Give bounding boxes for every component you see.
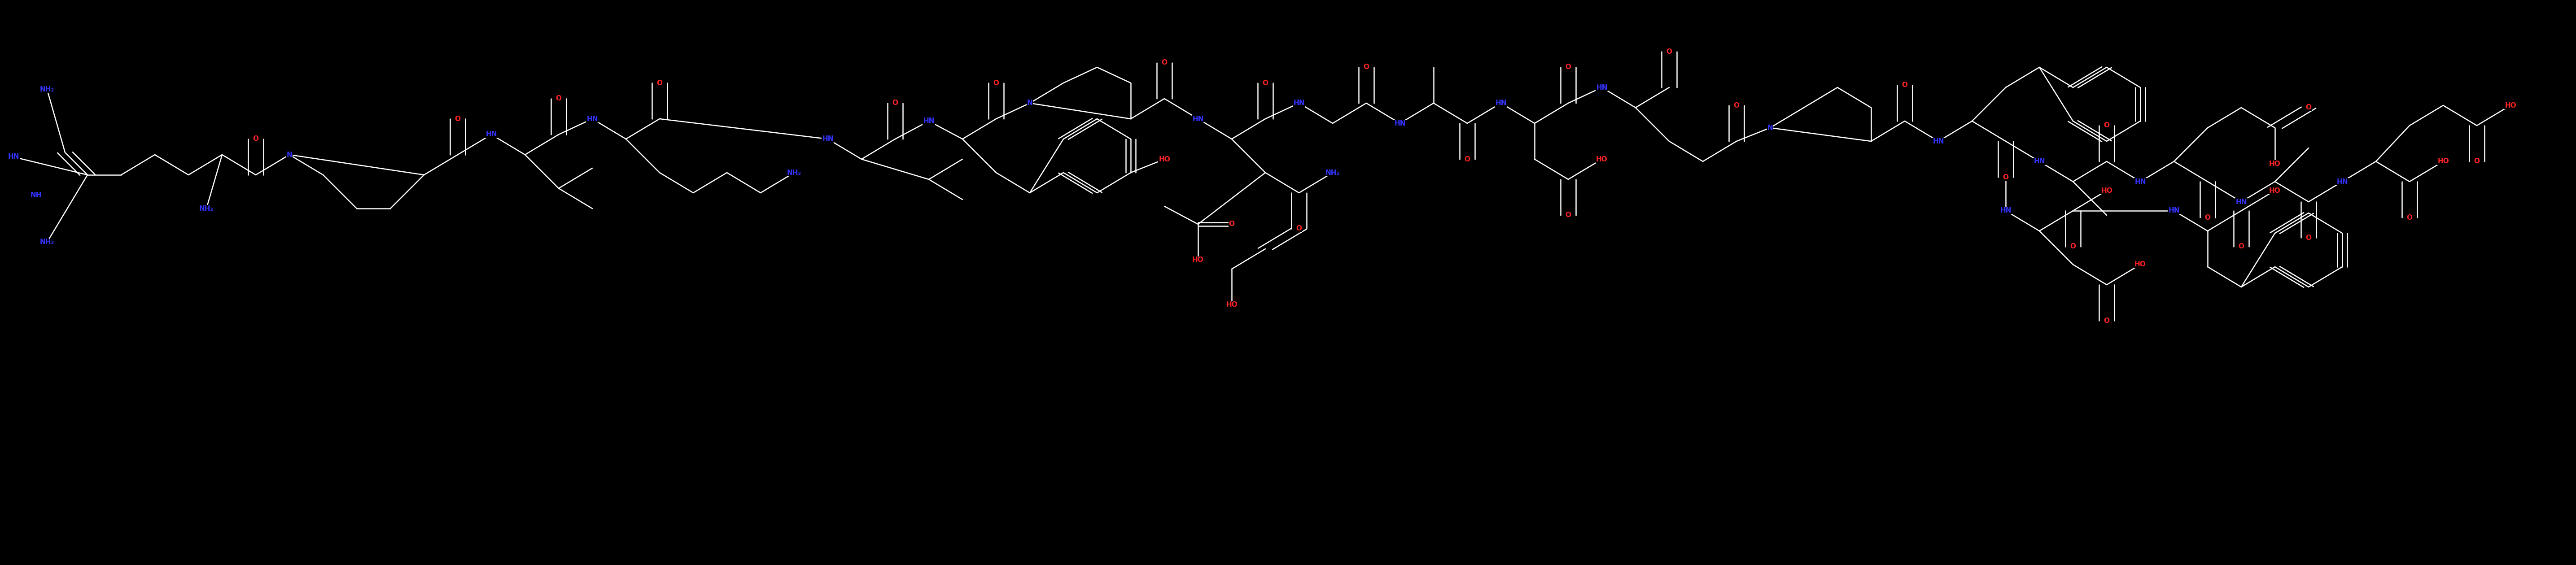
Text: O: O xyxy=(1363,64,1370,71)
Text: NH₂: NH₂ xyxy=(39,239,54,246)
Text: HN: HN xyxy=(2032,158,2045,165)
Text: O: O xyxy=(657,80,662,86)
Text: O: O xyxy=(1229,221,1234,228)
Text: HO: HO xyxy=(2102,187,2112,194)
Text: O: O xyxy=(1734,102,1739,108)
Text: HO: HO xyxy=(2437,158,2450,165)
Text: O: O xyxy=(2002,174,2009,180)
Text: O: O xyxy=(1566,64,1571,71)
Text: O: O xyxy=(2473,158,2481,165)
Text: HN: HN xyxy=(822,136,835,142)
Text: HN: HN xyxy=(1932,138,1945,145)
Text: N: N xyxy=(1028,100,1033,106)
Text: HO: HO xyxy=(2136,261,2146,268)
Text: O: O xyxy=(1566,212,1571,219)
Text: HN: HN xyxy=(1494,100,1507,106)
Text: O: O xyxy=(2105,122,2110,129)
Text: N: N xyxy=(286,151,291,158)
Text: NH₂: NH₂ xyxy=(1327,170,1340,176)
Text: O: O xyxy=(994,80,999,86)
Text: HN: HN xyxy=(2169,207,2179,214)
Text: HN: HN xyxy=(2336,178,2347,185)
Text: O: O xyxy=(2306,234,2311,241)
Text: O: O xyxy=(252,136,258,142)
Text: NH₂: NH₂ xyxy=(39,86,54,93)
Text: O: O xyxy=(1296,225,1301,232)
Text: HO: HO xyxy=(2504,102,2517,108)
Text: O: O xyxy=(1296,225,1301,232)
Text: HN: HN xyxy=(1394,120,1406,127)
Text: HN: HN xyxy=(487,131,497,138)
Text: HO: HO xyxy=(1226,302,1236,308)
Text: NH₂: NH₂ xyxy=(788,170,801,176)
Text: O: O xyxy=(1667,48,1672,55)
Text: O: O xyxy=(2105,318,2110,324)
Text: O: O xyxy=(2239,244,2244,250)
Text: O: O xyxy=(2406,214,2414,221)
Text: HN: HN xyxy=(2136,178,2146,185)
Text: N: N xyxy=(1767,124,1772,131)
Text: O: O xyxy=(1901,82,1909,89)
Text: HO: HO xyxy=(1193,257,1203,263)
Text: HO: HO xyxy=(1159,156,1170,163)
Text: HO: HO xyxy=(2269,160,2280,167)
Text: O: O xyxy=(2205,214,2210,221)
Text: HN: HN xyxy=(2236,198,2246,205)
Text: O: O xyxy=(2071,244,2076,250)
Text: O: O xyxy=(1162,59,1167,66)
Text: HN: HN xyxy=(1293,100,1303,106)
Text: HN: HN xyxy=(8,154,18,160)
Text: O: O xyxy=(891,100,899,106)
Text: O: O xyxy=(1463,156,1471,163)
Text: HN: HN xyxy=(1193,115,1203,122)
Text: HO: HO xyxy=(1597,156,1607,163)
Text: O: O xyxy=(1262,80,1267,86)
Text: O: O xyxy=(456,115,461,122)
Text: NH: NH xyxy=(31,192,41,198)
Text: HN: HN xyxy=(587,115,598,122)
Text: HO: HO xyxy=(2269,187,2280,194)
Text: O: O xyxy=(556,95,562,102)
Text: NH₂: NH₂ xyxy=(198,205,214,212)
Text: O: O xyxy=(2306,105,2311,111)
Text: HN: HN xyxy=(1999,207,2012,214)
Text: HN: HN xyxy=(922,118,935,124)
Text: HN: HN xyxy=(1597,84,1607,91)
